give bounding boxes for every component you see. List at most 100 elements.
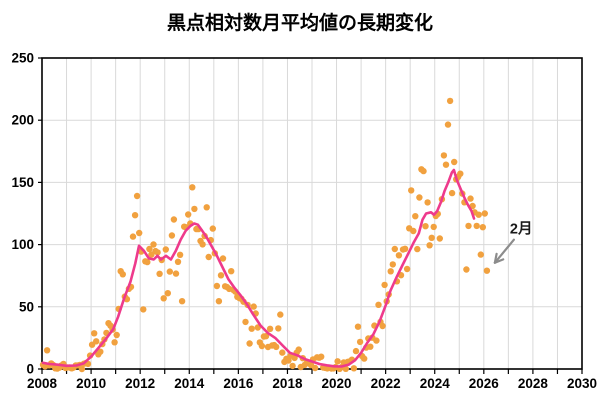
- data-point: [467, 195, 474, 202]
- data-point: [379, 322, 386, 330]
- annotation-arrow: [493, 238, 515, 264]
- data-point: [422, 223, 429, 230]
- data-point: [262, 333, 270, 340]
- data-point: [150, 241, 157, 248]
- data-point: [199, 241, 206, 248]
- data-point: [133, 192, 141, 200]
- x-tick-label: 2014: [174, 376, 205, 391]
- data-point: [78, 365, 86, 373]
- data-point: [354, 323, 362, 330]
- data-point: [248, 325, 255, 332]
- chart-title: 黒点相対数月平均値の長期変化: [166, 13, 433, 34]
- y-axis-labels: 0 50 100 150 200 250: [11, 51, 34, 377]
- annotation-feb-label: 2月: [510, 221, 533, 238]
- x-tick-label: 2024: [420, 376, 451, 391]
- x-tick-label: 2020: [322, 376, 352, 391]
- data-point: [215, 298, 223, 305]
- data-point: [473, 222, 480, 230]
- data-point: [131, 212, 139, 219]
- data-point: [136, 229, 143, 237]
- data-point: [97, 348, 104, 355]
- data-point: [457, 170, 464, 177]
- data-point: [172, 270, 180, 277]
- data-point: [258, 342, 266, 350]
- data-point: [164, 290, 171, 297]
- arrow-head: [493, 258, 505, 264]
- smoothed-line: [41, 168, 476, 368]
- data-point: [91, 330, 98, 337]
- data-point: [93, 338, 100, 345]
- data-point: [176, 251, 184, 258]
- data-point: [111, 339, 118, 346]
- data-point: [477, 251, 484, 258]
- data-point: [285, 357, 292, 364]
- data-point: [481, 210, 488, 217]
- data-point: [209, 225, 216, 232]
- x-tick-label: 2022: [371, 376, 401, 391]
- data-point: [242, 318, 249, 326]
- data-point: [295, 346, 302, 353]
- y-tick-label: 100: [11, 237, 34, 252]
- data-point: [250, 303, 257, 310]
- data-point: [420, 167, 427, 175]
- data-point: [279, 349, 286, 356]
- data-point: [185, 211, 192, 218]
- data-point: [436, 235, 443, 242]
- data-point: [451, 158, 458, 166]
- data-point: [289, 362, 296, 370]
- data-point: [273, 343, 280, 351]
- arrow-shaft: [493, 238, 515, 264]
- data-point: [154, 249, 161, 256]
- data-point: [203, 204, 210, 211]
- data-point: [311, 364, 319, 372]
- data-point: [479, 224, 486, 231]
- data-point: [43, 347, 51, 354]
- data-point: [446, 97, 454, 105]
- data-point: [395, 252, 403, 259]
- data-point: [356, 338, 364, 346]
- data-point: [266, 325, 274, 332]
- data-point: [361, 355, 368, 362]
- data-point: [412, 213, 419, 220]
- y-tick-label: 250: [11, 51, 34, 66]
- x-tick-label: 2012: [125, 376, 155, 391]
- data-point: [318, 353, 325, 360]
- data-point: [387, 268, 394, 275]
- data-point: [178, 298, 186, 305]
- data-point: [246, 340, 253, 347]
- data-point: [228, 268, 235, 275]
- data-point: [428, 234, 435, 241]
- data-point: [113, 331, 120, 339]
- data-point: [475, 211, 482, 218]
- data-point: [389, 261, 396, 268]
- data-point: [440, 152, 448, 159]
- gridlines: [42, 58, 582, 369]
- data-point: [144, 258, 151, 266]
- data-point: [410, 227, 417, 235]
- x-tick-label: 2008: [27, 376, 58, 391]
- data-point: [408, 187, 415, 194]
- data-point: [463, 266, 470, 273]
- data-point: [219, 255, 227, 262]
- x-axis-labels: 2008 2010 2012 2014 2016 2018 2020 2022 2024 2026…: [27, 376, 597, 391]
- data-point: [352, 347, 360, 355]
- data-point: [381, 281, 388, 289]
- y-tick-label: 50: [19, 299, 34, 314]
- data-point: [166, 268, 173, 275]
- data-point: [162, 246, 169, 253]
- data-point: [403, 265, 411, 273]
- data-point: [213, 282, 221, 290]
- data-point: [430, 223, 437, 231]
- data-point: [414, 245, 421, 253]
- data-point: [191, 205, 198, 213]
- data-point: [140, 306, 147, 313]
- data-point: [170, 216, 178, 223]
- x-tick-label: 2028: [518, 376, 549, 391]
- data-point: [119, 271, 127, 278]
- data-point: [367, 343, 374, 350]
- data-point: [375, 301, 382, 308]
- x-tick-label: 2010: [76, 376, 106, 391]
- data-point: [483, 267, 491, 274]
- x-tick-label: 2018: [272, 376, 303, 391]
